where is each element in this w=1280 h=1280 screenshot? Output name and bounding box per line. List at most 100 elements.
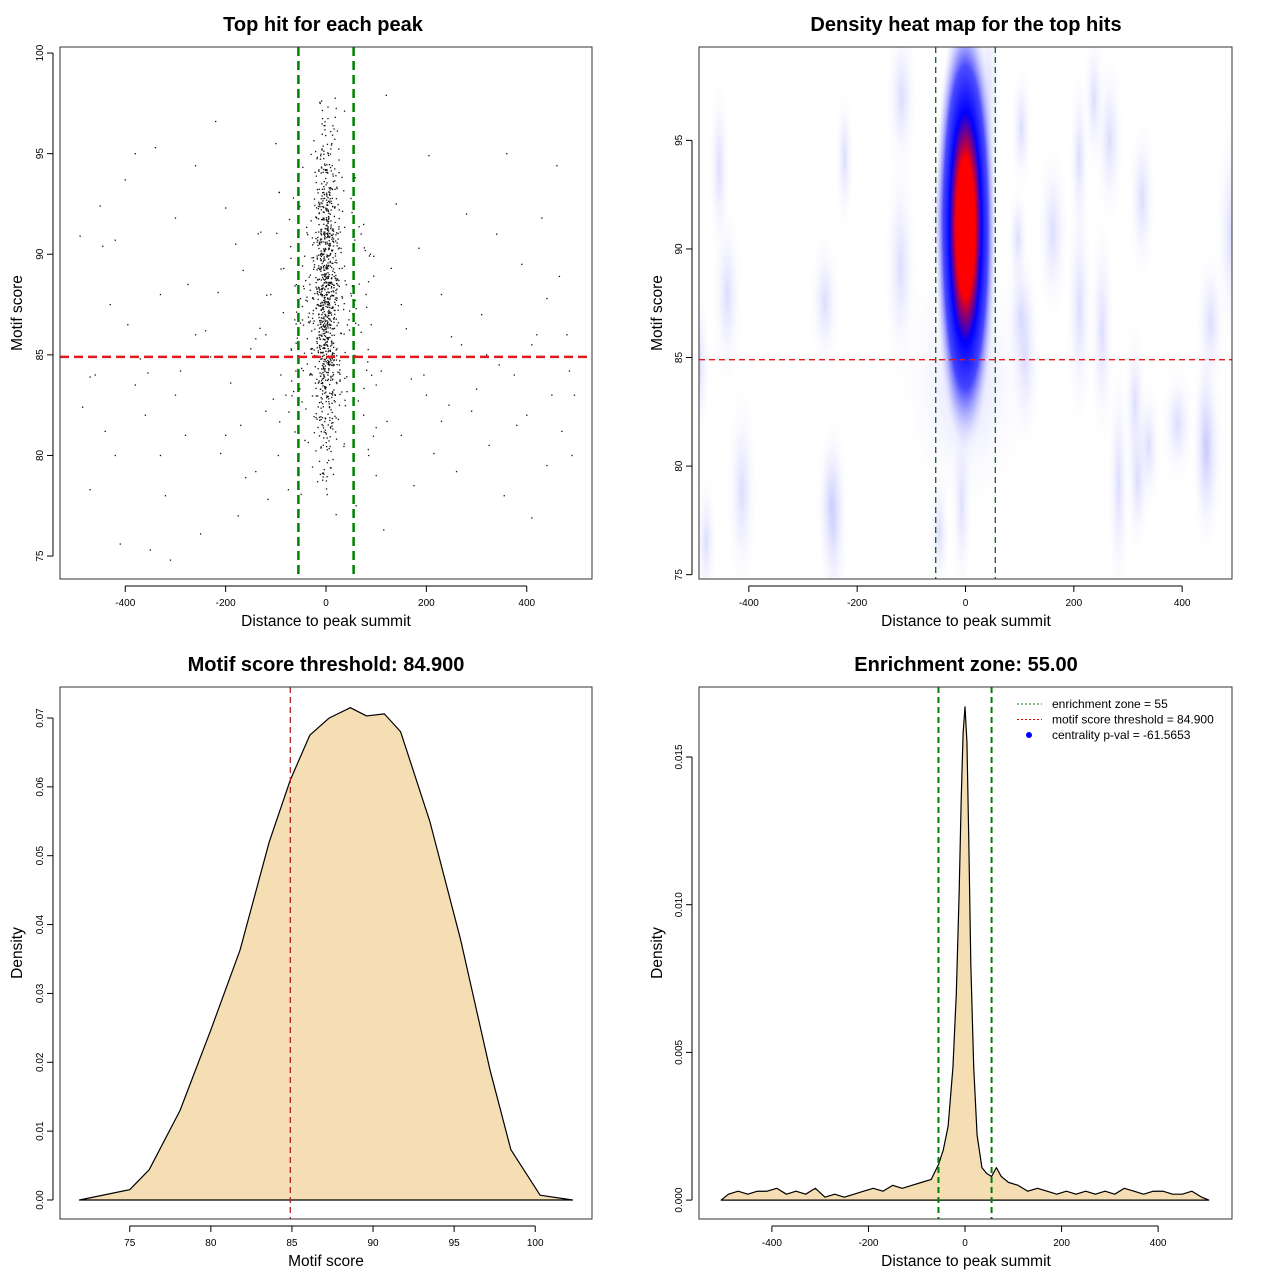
heatmap-faint-cell xyxy=(1094,47,1125,235)
scatter-point xyxy=(323,304,325,306)
scatter-point xyxy=(325,274,327,276)
y-tick-label: 75 xyxy=(35,550,46,562)
scatter-point xyxy=(320,270,322,272)
scatter-point xyxy=(335,107,337,110)
scatter-point xyxy=(325,209,327,211)
scatter-point xyxy=(321,149,323,151)
scatter-point xyxy=(326,208,328,210)
scatter-point xyxy=(312,322,314,325)
scatter-point xyxy=(400,303,402,306)
scatter-point xyxy=(318,347,321,349)
scatter-point xyxy=(322,261,325,263)
scatter-point xyxy=(323,269,325,271)
scatter-point xyxy=(320,352,322,354)
scatter-point xyxy=(310,347,312,350)
scatter-point xyxy=(348,319,350,321)
scatter-point xyxy=(329,265,331,267)
scatter-point xyxy=(319,344,321,346)
panel-distance-density: Enrichment zone: 55.00 Distance to peak … xyxy=(649,654,1233,1270)
scatter-point xyxy=(336,382,338,385)
scatter-point xyxy=(321,304,323,307)
scatter-point xyxy=(350,292,352,295)
scatter-point xyxy=(334,303,337,306)
scatter-point xyxy=(496,233,498,235)
scatter-point xyxy=(324,234,326,236)
scatter-point xyxy=(331,394,334,396)
scatter-point xyxy=(324,420,326,423)
scatter-point xyxy=(328,193,331,196)
scatter-point xyxy=(319,257,322,260)
scatter-point xyxy=(332,270,334,272)
scatter-point xyxy=(317,382,320,384)
scatter-point xyxy=(329,252,332,255)
scatter-point xyxy=(328,154,330,157)
scatter-point xyxy=(318,223,320,226)
scatter-point xyxy=(326,228,329,230)
scatter-point xyxy=(322,328,324,331)
scatter-point xyxy=(307,441,310,444)
scatter-point xyxy=(531,517,533,519)
scatter-point xyxy=(265,410,267,412)
scatter-point xyxy=(330,450,332,453)
x-tick-label: -400 xyxy=(762,1238,782,1249)
x-tick-label: 400 xyxy=(518,598,535,609)
scatter-point xyxy=(324,343,326,345)
scatter-point xyxy=(325,273,327,275)
scatter-point xyxy=(475,388,478,390)
scatter-point xyxy=(336,324,338,327)
scatter-point xyxy=(331,396,333,399)
scatter-point xyxy=(366,369,368,371)
scatter-point xyxy=(240,424,242,426)
scatter-point xyxy=(344,399,346,401)
scatter-point xyxy=(325,228,327,230)
scatter-point xyxy=(323,267,325,269)
scatter-point xyxy=(250,348,252,350)
scatter-point xyxy=(325,331,327,333)
chart-title: Top hit for each peak xyxy=(223,14,424,36)
scatter-point xyxy=(313,320,315,322)
scatter-point xyxy=(323,197,326,200)
scatter-point xyxy=(360,331,362,333)
scatter-point xyxy=(317,298,319,301)
scatter-point xyxy=(321,262,323,265)
heatmap-faint-cell xyxy=(725,373,759,579)
scatter-point xyxy=(329,236,331,238)
scatter-point xyxy=(350,295,353,297)
scatter-point xyxy=(526,414,528,416)
scatter-point xyxy=(325,281,327,283)
scatter-point xyxy=(290,349,293,351)
x-tick-label: 85 xyxy=(286,1238,298,1249)
scatter-point xyxy=(320,232,322,234)
scatter-point xyxy=(327,311,329,313)
scatter-point xyxy=(318,212,320,214)
scatter-point xyxy=(333,321,335,323)
scatter-point xyxy=(323,344,325,346)
scatter-point xyxy=(308,322,311,324)
scatter-point xyxy=(306,232,308,234)
scatter-point xyxy=(319,239,322,241)
scatter-point xyxy=(323,376,326,378)
scatter-point xyxy=(350,197,352,200)
x-tick-label: 95 xyxy=(449,1238,461,1249)
scatter-point xyxy=(331,164,333,167)
scatter-point xyxy=(330,307,333,310)
scatter-point xyxy=(341,176,343,179)
scatter-point xyxy=(316,239,319,241)
scatter-point xyxy=(315,216,317,219)
scatter-point xyxy=(327,229,329,231)
scatter-point xyxy=(294,319,296,321)
scatter-point xyxy=(314,292,316,295)
scatter-point xyxy=(319,158,322,160)
scatter-point xyxy=(144,414,147,416)
heatmap-layer xyxy=(699,47,1232,579)
scatter-point xyxy=(339,231,341,233)
scatter-point xyxy=(199,533,202,535)
scatter-point xyxy=(127,324,129,326)
y-tick-label: 100 xyxy=(35,44,46,61)
scatter-point xyxy=(336,355,338,357)
legend-marker xyxy=(1026,732,1032,738)
scatter-point xyxy=(318,289,321,291)
scatter-point xyxy=(328,318,330,320)
scatter-point xyxy=(317,367,319,370)
scatter-point xyxy=(330,409,332,411)
